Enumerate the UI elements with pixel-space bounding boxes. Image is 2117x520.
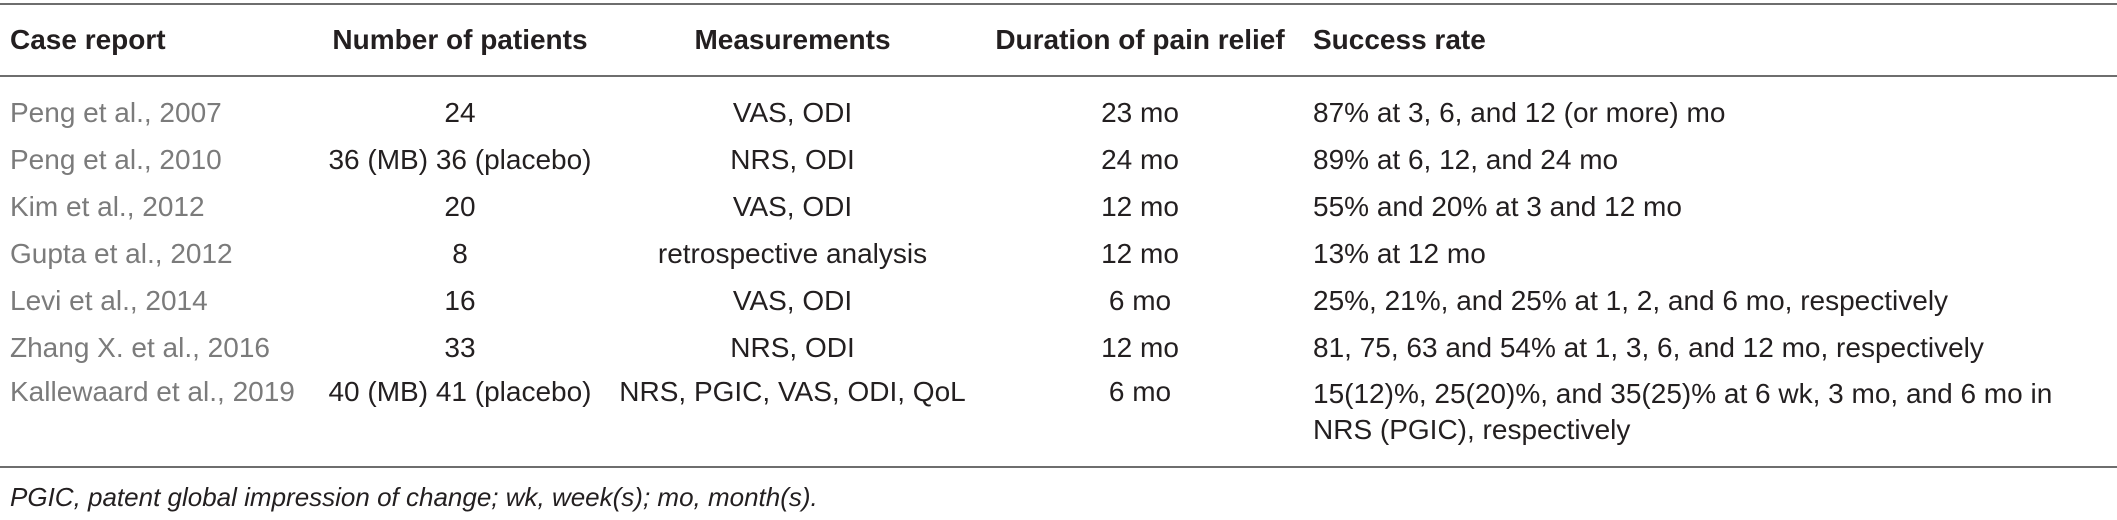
cell-number-of-patients: 40 (MB) 41 (placebo) [328, 376, 592, 407]
table-row: Peng et al., 2007 24 VAS, ODI 23 mo 87% … [0, 75, 2117, 136]
cell-measurements: retrospective analysis [657, 237, 928, 269]
cell-success-rate: 25%, 21%, and 25% at 1, 2, and 6 mo, res… [1313, 284, 1949, 316]
cell-case-report: Peng et al., 2010 [10, 143, 222, 175]
cell-measurements: NRS, PGIC, VAS, ODI, QoL [619, 376, 966, 407]
cell-success-rate: 81, 75, 63 and 54% at 1, 3, 6, and 12 mo… [1313, 331, 1984, 363]
cell-number-of-patients: 33 [444, 331, 476, 363]
cell-measurements: VAS, ODI [732, 190, 853, 222]
header-row: Case report Number of patients Measureme… [0, 5, 2117, 75]
cell-case-report: Zhang X. et al., 2016 [10, 331, 270, 363]
header-rule [0, 75, 2117, 77]
cell-case-report: Kim et al., 2012 [10, 190, 205, 222]
cell-measurements: VAS, ODI [732, 96, 853, 128]
cell-success-rate: 89% at 6, 12, and 24 mo [1313, 143, 1619, 175]
cell-duration: 12 mo [1101, 237, 1179, 269]
table-row: Peng et al., 2010 36 (MB) 36 (placebo) N… [0, 136, 2117, 183]
cell-duration: 6 mo [1108, 284, 1172, 316]
cell-number-of-patients: 20 [444, 190, 476, 222]
cell-case-report: Gupta et al., 2012 [10, 237, 233, 269]
cell-number-of-patients: 24 [444, 96, 476, 128]
table-row: Levi et al., 2014 16 VAS, ODI 6 mo 25%, … [0, 277, 2117, 324]
cell-case-report: Peng et al., 2007 [10, 96, 222, 128]
table-footnote: PGIC, patent global impression of change… [10, 482, 818, 512]
cell-number-of-patients: 16 [444, 284, 476, 316]
cell-success-rate: 55% and 20% at 3 and 12 mo [1313, 190, 1682, 222]
cell-number-of-patients: 8 [452, 237, 468, 269]
table-row: Zhang X. et al., 2016 33 NRS, ODI 12 mo … [0, 324, 2117, 371]
table-row: Kallewaard et al., 2019 40 (MB) 41 (plac… [0, 371, 2117, 458]
header-success-rate: Success rate [1313, 24, 1486, 55]
cell-duration: 6 mo [1108, 376, 1172, 407]
cell-measurements: NRS, ODI [730, 143, 855, 175]
table-row: Kim et al., 2012 20 VAS, ODI 12 mo 55% a… [0, 183, 2117, 230]
cell-measurements: NRS, ODI [730, 331, 855, 363]
top-rule [0, 3, 2117, 5]
header-case-report: Case report [10, 24, 166, 55]
cell-measurements: VAS, ODI [732, 284, 853, 316]
cell-case-report: Levi et al., 2014 [10, 284, 208, 316]
cell-duration: 23 mo [1101, 96, 1179, 128]
cell-duration: 24 mo [1101, 143, 1179, 175]
cell-success-rate: 87% at 3, 6, and 12 (or more) mo [1313, 96, 1726, 128]
case-report-table: Case report Number of patients Measureme… [0, 5, 2117, 458]
cell-success-rate: 13% at 12 mo [1313, 237, 1486, 269]
table-row: Gupta et al., 2012 8 retrospective analy… [0, 230, 2117, 277]
cell-success-rate: 15(12)%, 25(20)%, and 35(25)% at 6 wk, 3… [1313, 378, 2053, 445]
bottom-rule [0, 466, 2117, 468]
header-measurements: Measurements [694, 24, 891, 55]
cell-case-report: Kallewaard et al., 2019 [10, 376, 295, 407]
cell-number-of-patients: 36 (MB) 36 (placebo) [328, 143, 592, 175]
cell-duration: 12 mo [1101, 190, 1179, 222]
header-number-of-patients: Number of patients [332, 24, 588, 55]
cell-duration: 12 mo [1101, 331, 1179, 363]
header-duration: Duration of pain relief [995, 24, 1285, 55]
